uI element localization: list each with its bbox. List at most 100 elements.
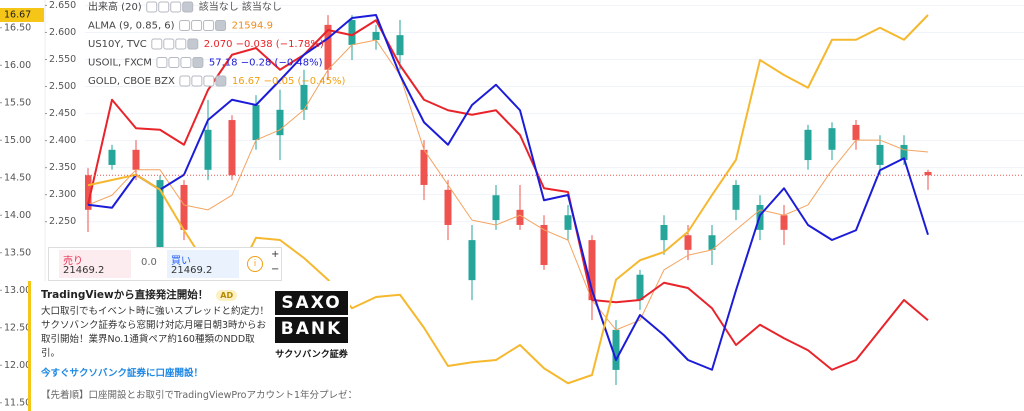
legend-icon: [179, 75, 191, 87]
y2-tick-label: 13.50: [4, 247, 31, 258]
candle-body: [444, 189, 452, 225]
y-tick-label: 2.550: [49, 54, 76, 65]
legend-status: 2.070 −0.038 (−1.78%): [204, 39, 324, 50]
legend-icon: [163, 38, 175, 50]
y-tick-label: 2.450: [49, 108, 76, 119]
plus-button[interactable]: +: [271, 249, 280, 260]
y2-tick-label: 14.00: [4, 210, 31, 221]
ad-title-text: TradingViewから直接発注開始！: [41, 289, 209, 301]
candle-body: [492, 195, 500, 221]
legend-icon: [203, 20, 215, 31]
candle-body: [468, 240, 476, 281]
y-tick-label: 2.350: [49, 162, 76, 173]
buy-price: 21469.2: [171, 265, 213, 276]
candle-body: [780, 215, 788, 230]
legend-icon: [180, 57, 192, 68]
candle-body: [612, 329, 620, 370]
y2-tick-label: 16.50: [4, 22, 31, 33]
y-tick-label: 2.250: [49, 216, 76, 227]
legend-icon: [215, 75, 227, 87]
ad-footer: 【先着順】口座開設とお取引でTradingViewProアカウント1年分プレゼン…: [41, 390, 351, 401]
legend-icon: [187, 38, 199, 50]
y2-tick-label: 12.00: [4, 360, 31, 371]
candle-body: [276, 109, 284, 136]
candle-body: [588, 240, 596, 301]
candle-body: [180, 184, 188, 230]
series-line: [87, 14, 929, 371]
logo-bottom: BANK: [275, 315, 348, 341]
legend-icon: [146, 1, 158, 13]
candle-body: [684, 235, 692, 250]
sell-price: 21469.2: [63, 265, 105, 276]
ad-body: 大口取引でもイベント時に強いスプレッドと約定力！サクソバンク証券なら窓開け対応月…: [41, 306, 270, 359]
y2-tick-label: 13.00: [4, 285, 31, 296]
candle-body: [924, 171, 932, 176]
legend-icon: [151, 38, 163, 50]
legend-icon: [158, 1, 170, 13]
candle-body: [300, 84, 308, 110]
candle-body: [660, 224, 668, 241]
candle-body: [540, 224, 548, 265]
legend-icon: [168, 57, 180, 68]
candle-body: [852, 124, 860, 141]
legend-icon: [215, 20, 227, 31]
ad-link[interactable]: 今すぐサクソバンク証券に口座開設！: [41, 368, 203, 379]
y2-tick-label: 11.50: [4, 397, 31, 408]
candle-body: [708, 235, 716, 250]
candle-body: [876, 144, 884, 165]
candle-body: [516, 209, 524, 225]
logo-caption: サクソバンク証券: [275, 350, 348, 360]
candle-body: [900, 144, 908, 161]
y2-tick-label: 15.50: [4, 97, 31, 108]
legend-icon: [182, 1, 194, 13]
legend-name: 出来高 (20): [88, 0, 142, 13]
y2-tick-label: 14.50: [4, 172, 31, 183]
legend-icon: [191, 75, 203, 87]
order-panel: 売り 21469.2 0.0 買い 21469.2 i + −: [48, 247, 282, 281]
y2-tick-label: 15.00: [4, 135, 31, 146]
legend-status: 該当なし 該当なし: [199, 0, 282, 13]
candle-body: [420, 149, 428, 185]
ad-panel[interactable]: TradingViewから直接発注開始！ AD 大口取引でもイベント時に強いスプレ…: [28, 281, 351, 411]
buy-label: 買い: [171, 256, 191, 267]
legend-icon: [170, 1, 182, 13]
y-tick-label: 2.500: [49, 81, 76, 92]
ad-badge: AD: [216, 289, 238, 301]
candle-body: [372, 31, 380, 41]
series-line: [87, 39, 929, 331]
y-tick-label: 2.400: [49, 135, 76, 146]
candle-body: [84, 175, 92, 210]
logo-top: SAXO: [281, 293, 342, 313]
legend-icon: [175, 38, 187, 50]
candle-body: [396, 35, 404, 56]
legend-icon: [191, 20, 203, 31]
candle-body: [156, 180, 164, 261]
info-button[interactable]: i: [247, 256, 263, 272]
legend-icon: [156, 57, 168, 68]
candle-body: [324, 24, 332, 70]
ad-title: TradingViewから直接発注開始！ AD: [41, 287, 350, 302]
candle-body: [732, 184, 740, 210]
y2-tick-label: 12.50: [4, 322, 31, 333]
legend-icon: [192, 57, 204, 68]
buy-button[interactable]: 買い 21469.2: [167, 250, 239, 278]
candle-body: [108, 149, 116, 165]
candle-body: [828, 128, 836, 150]
last-price-label: 16.67: [4, 10, 31, 21]
minus-button[interactable]: −: [271, 264, 280, 275]
ad-logo: SAXO BANK: [275, 291, 348, 343]
y-tick-label: 2.300: [49, 189, 76, 200]
candle-body: [348, 20, 356, 45]
candle-body: [204, 129, 212, 170]
legend-name: ALMA (9, 0.85, 6): [88, 21, 175, 32]
sell-button[interactable]: 売り 21469.2: [59, 250, 131, 278]
y2-tick-label: 16.00: [4, 60, 31, 71]
last-price-box: [0, 8, 44, 22]
sell-label: 売り: [63, 256, 83, 267]
y-tick-label: 2.600: [49, 27, 76, 38]
legend-icon: [203, 75, 215, 87]
candle-body: [636, 274, 644, 301]
candle-body: [228, 120, 236, 176]
legend-status: 57.18 −0.28 (−0.48%): [209, 58, 323, 69]
